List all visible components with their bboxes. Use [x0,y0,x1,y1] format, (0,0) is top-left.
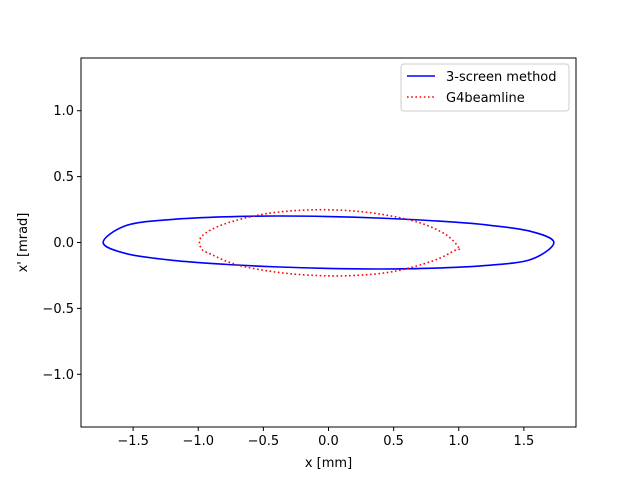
y-tick-label: 1.0 [53,104,74,119]
y-tick-label: −1.0 [42,368,74,383]
series-line-3-screen-method [102,215,555,270]
y-tick-label: −0.5 [42,302,74,317]
x-tick-label: −1.0 [182,434,214,449]
x-tick-label: 1.5 [514,434,535,449]
x-tick-label: −1.5 [117,434,149,449]
legend-label-g4beamline: G4beamline [446,91,525,106]
x-tick-label: −0.5 [248,434,280,449]
x-axis-ticks: −1.5 −1.0 −0.5 0.0 0.5 1.0 1.5 [117,427,534,449]
y-axis-label: x' [mrad] [16,213,31,273]
x-axis-label: x [mm] [305,456,352,471]
y-tick-label: 0.0 [53,236,74,251]
y-axis-ticks: −1.0 −0.5 0.0 0.5 1.0 [42,104,81,383]
series-layer [102,208,555,277]
x-tick-label: 1.0 [448,434,469,449]
legend: 3-screen method G4beamline [400,63,570,112]
y-tick-label: 0.5 [53,170,74,185]
x-tick-label: 0.5 [383,434,404,449]
x-tick-label: 0.0 [318,434,339,449]
legend-label-3-screen-method: 3-screen method [446,70,557,85]
legend-box [400,63,570,112]
